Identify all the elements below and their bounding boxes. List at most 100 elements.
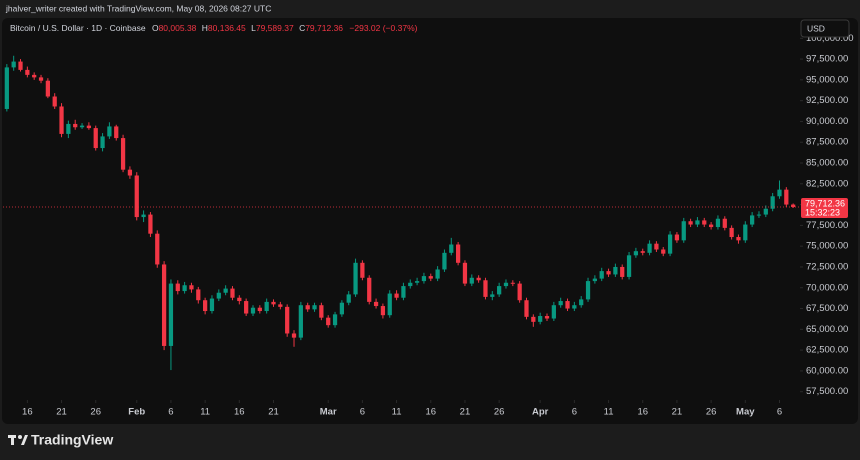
candle-body (127, 169, 133, 176)
currency-button[interactable] (800, 19, 850, 38)
x-tick-label: Mar (320, 407, 337, 418)
y-tick-label: 95,000.00 (806, 74, 848, 85)
y-tick-label: 100,000.00 (806, 33, 854, 44)
x-tick-label: 16 (637, 407, 648, 418)
currency[interactable]: USD (807, 23, 825, 33)
y-tick-label: 77,500.00 (806, 220, 848, 231)
candle-body (688, 221, 693, 225)
candle-body (278, 304, 283, 307)
candle-body (79, 125, 85, 128)
candle-body (59, 106, 64, 134)
candle-body (483, 280, 488, 297)
candle-body (107, 126, 112, 137)
open-value: 80,005.38 (159, 23, 197, 33)
candle-body (45, 80, 50, 97)
candle-body (647, 243, 652, 253)
y-tick-label: 62,500.00 (806, 345, 848, 356)
y-tick-label: 87,500.00 (806, 137, 848, 148)
candle-body (722, 218, 727, 228)
x-tick-label: 21 (268, 407, 279, 418)
candle-body (360, 262, 365, 278)
candle-body (708, 224, 714, 228)
x-tick-label: 26 (90, 407, 101, 418)
candle-body (401, 286, 406, 298)
candle-body (250, 307, 256, 314)
candle-body (141, 214, 146, 218)
high-label: H (202, 23, 208, 33)
close-value: 79,712.36 (305, 23, 343, 33)
candle-body (620, 266, 625, 277)
candle-body (326, 317, 331, 326)
candle-body (291, 333, 297, 338)
x-tick-label: 21 (56, 407, 67, 418)
candle-body (674, 234, 680, 241)
y-tick-label: 65,000.00 (806, 324, 848, 335)
y-tick-label: 70,000.00 (806, 282, 848, 293)
candle-body (592, 278, 597, 282)
candle-body (285, 306, 290, 334)
y-tick-label: 97,500.00 (806, 54, 848, 65)
candle-body (4, 67, 9, 109)
y-tick-label: 57,500.00 (806, 386, 848, 397)
candle-body (606, 271, 611, 275)
candle-body (182, 285, 187, 292)
candle-body (702, 220, 707, 225)
candle-body (640, 251, 645, 253)
close-label: C (299, 23, 305, 33)
candle-body (654, 243, 659, 250)
candle-body (168, 283, 174, 346)
candle-body (770, 196, 775, 209)
last-price-label: 79,712.36 (805, 198, 845, 208)
x-tick-label: 26 (494, 407, 505, 418)
candle-body (469, 277, 474, 284)
candle-body (497, 286, 502, 295)
candle-body (93, 128, 98, 149)
candle-body (161, 264, 167, 346)
candle-body (524, 300, 529, 317)
brand-logo (8, 435, 28, 445)
candle-body (18, 61, 23, 70)
candle-body (216, 292, 221, 299)
candle-body (189, 285, 194, 290)
x-tick-label: 11 (392, 407, 402, 418)
candle-body (237, 297, 242, 302)
candle-body (442, 252, 447, 270)
candle-body (538, 316, 543, 322)
y-tick-label: 85,000.00 (806, 158, 848, 169)
candle-body (38, 77, 44, 81)
candle-body (203, 300, 208, 312)
candle-body (743, 224, 748, 241)
candle-body (579, 299, 584, 306)
candle-body (456, 244, 461, 263)
candle-body (750, 215, 755, 225)
x-tick-label: Apr (532, 407, 549, 418)
candle-body (367, 277, 372, 302)
symbol: Bitcoin / U.S. Dollar · 1D · Coinbase (10, 23, 146, 33)
x-tick-label: May (736, 407, 755, 418)
x-tick-label: 11 (604, 407, 614, 418)
candle-body (777, 189, 782, 197)
candle-body (531, 316, 536, 322)
candle-body (517, 283, 522, 301)
candle-body (11, 61, 16, 68)
candle-body (626, 255, 632, 277)
candle-body (155, 233, 160, 265)
x-tick-label: 21 (460, 407, 471, 418)
candle-body (414, 281, 420, 283)
x-tick-label: Feb (128, 407, 145, 418)
y-tick-label: 60,000.00 (806, 365, 848, 376)
candle-body (196, 289, 201, 301)
candle-body (558, 301, 563, 306)
candle-body (476, 277, 481, 281)
candle-body (599, 271, 604, 279)
candle-body (114, 126, 119, 139)
credit: jhalver_writer created with TradingView.… (5, 3, 271, 13)
candle-body (305, 305, 310, 310)
candle-body (681, 221, 686, 241)
candle-body (661, 249, 666, 254)
candle-body (100, 136, 105, 149)
plot-area (2, 55, 800, 371)
y-tick-label: 82,500.00 (806, 178, 848, 189)
candle-body (695, 220, 700, 225)
candle-body (373, 301, 379, 307)
